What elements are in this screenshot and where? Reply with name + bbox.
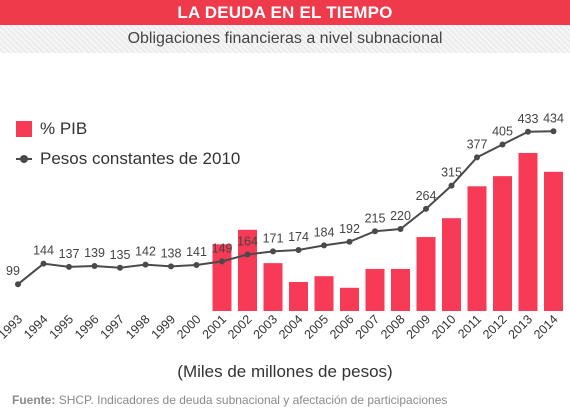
x-tick-2004: 2004 (276, 312, 306, 342)
x-tick-2001: 2001 (200, 312, 230, 342)
x-tick-1994: 1994 (21, 312, 51, 342)
legend-swatch-bar (16, 121, 32, 137)
data-label-2013: 433 (518, 112, 539, 126)
legend-label-pib: % PIB (40, 119, 88, 138)
point-2006 (346, 238, 353, 245)
point-2002 (244, 251, 251, 258)
point-2001 (219, 258, 225, 265)
point-2003 (270, 248, 276, 255)
data-label-2010: 315 (441, 166, 462, 180)
chart-title: LA DEUDA EN EL TIEMPO (0, 0, 570, 25)
source-label: Fuente: (12, 393, 56, 407)
data-label-1997: 135 (110, 248, 131, 262)
bar-2005 (314, 276, 334, 311)
x-tick-2007: 2007 (353, 312, 383, 342)
data-label-1996: 139 (84, 246, 105, 260)
bar-2011 (467, 186, 487, 311)
legend-swatch-line (16, 151, 32, 167)
legend-label-pesos: Pesos constantes de 2010 (40, 149, 241, 168)
point-2009 (423, 205, 429, 212)
legend-item-pib: % PIB (16, 114, 240, 144)
x-tick-1993: 1993 (0, 312, 25, 342)
bar-2004 (289, 282, 308, 311)
x-tick-2002: 2002 (225, 312, 255, 342)
data-label-2002: 164 (237, 235, 258, 249)
x-tick-2014: 2014 (531, 312, 561, 342)
x-tick-2013: 2013 (506, 312, 536, 342)
point-2007 (372, 228, 378, 235)
x-tick-2012: 2012 (480, 312, 510, 342)
point-1996 (91, 262, 98, 269)
data-label-2008: 220 (390, 209, 411, 223)
bar-2008 (391, 268, 410, 311)
x-tick-2010: 2010 (429, 312, 459, 342)
point-1993 (15, 281, 21, 288)
point-2012 (499, 141, 506, 148)
point-2010 (448, 182, 455, 189)
point-2000 (193, 262, 200, 269)
bar-2002 (238, 229, 257, 311)
x-tick-2003: 2003 (251, 312, 281, 342)
line-series-pesos (17, 130, 554, 285)
data-label-1995: 137 (59, 247, 80, 261)
bar-2007 (365, 268, 385, 311)
x-tick-2000: 2000 (174, 312, 204, 342)
bar-2010 (442, 218, 461, 311)
point-2014 (550, 128, 557, 135)
x-tick-2008: 2008 (378, 312, 408, 342)
point-2004 (295, 246, 302, 253)
bar-2014 (544, 171, 563, 311)
data-label-2003: 171 (263, 231, 284, 245)
point-1998 (142, 261, 149, 268)
x-tick-1997: 1997 (98, 312, 128, 342)
bar-2006 (340, 287, 359, 311)
data-label-2001: 149 (212, 241, 233, 255)
data-label-2012: 405 (492, 125, 513, 139)
data-label-2005: 184 (314, 225, 335, 239)
x-tick-1999: 1999 (149, 312, 179, 342)
data-label-2004: 174 (288, 230, 309, 244)
x-tick-1998: 1998 (123, 312, 153, 342)
data-label-1998: 142 (135, 245, 156, 259)
point-1999 (168, 263, 174, 270)
source-note: Fuente: SHCP. Indicadores de deuda subna… (12, 393, 447, 407)
data-label-2009: 264 (416, 189, 437, 203)
x-tick-2011: 2011 (455, 312, 484, 341)
x-tick-2005: 2005 (302, 312, 332, 342)
chart-subtitle: Obligaciones financieras a nivel subnaci… (0, 25, 570, 53)
data-label-1999: 138 (161, 246, 182, 260)
x-tick-2006: 2006 (327, 312, 357, 342)
point-2013 (525, 128, 531, 135)
bar-2013 (518, 152, 538, 311)
bar-2009 (416, 237, 436, 311)
data-label-2006: 192 (339, 222, 360, 236)
point-1995 (66, 263, 72, 270)
x-tick-1995: 1995 (47, 312, 77, 342)
point-1994 (40, 260, 47, 267)
point-2008 (397, 225, 404, 232)
units-note: (Miles de millones de pesos) (177, 362, 393, 381)
data-label-1993: 99 (6, 264, 20, 278)
point-2011 (474, 154, 480, 161)
point-1997 (117, 264, 123, 271)
chart-legend: % PIB Pesos constantes de 2010 (16, 114, 240, 174)
data-label-2007: 215 (365, 211, 386, 225)
bar-2003 (263, 263, 283, 311)
legend-item-pesos: Pesos constantes de 2010 (16, 144, 240, 174)
bar-2012 (493, 176, 512, 311)
data-label-1994: 144 (33, 244, 54, 258)
data-label-2000: 141 (186, 245, 207, 259)
x-tick-2009: 2009 (404, 312, 434, 342)
data-label-2014: 434 (543, 111, 564, 125)
point-2005 (321, 242, 327, 249)
data-label-2011: 377 (467, 137, 488, 151)
source-text: SHCP. Indicadores de deuda subnacional y… (58, 393, 448, 407)
x-tick-1996: 1996 (72, 312, 102, 342)
